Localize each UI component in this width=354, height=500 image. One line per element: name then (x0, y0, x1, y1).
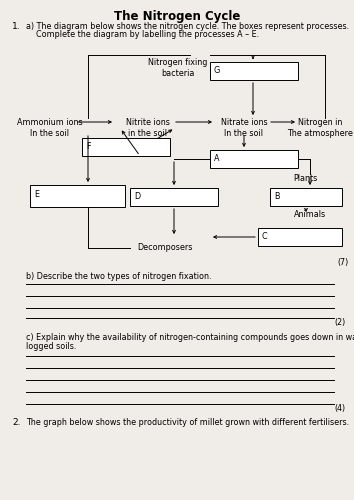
Text: B: B (274, 192, 280, 201)
Text: G: G (214, 66, 220, 75)
Bar (258, 228, 342, 246)
Text: Nitrite ions
in the soil: Nitrite ions in the soil (126, 118, 170, 138)
Text: E: E (34, 190, 39, 199)
Text: Nitrogen fixing
bacteria: Nitrogen fixing bacteria (148, 58, 208, 78)
Bar (82, 138, 170, 156)
Text: 1.: 1. (12, 22, 21, 31)
Text: The Nitrogen Cycle: The Nitrogen Cycle (114, 10, 240, 23)
Text: Nitrogen in
The atmosphere: Nitrogen in The atmosphere (287, 118, 353, 138)
Text: The graph below shows the productivity of millet grown with different fertiliser: The graph below shows the productivity o… (26, 418, 349, 427)
Bar (210, 150, 298, 168)
Text: c) Explain why the availability of nitrogen-containing compounds goes down in wa: c) Explain why the availability of nitro… (26, 333, 354, 342)
Text: Plants: Plants (293, 174, 317, 183)
Text: C: C (262, 232, 268, 241)
Bar (210, 62, 298, 80)
Text: Nitrate ions
In the soil: Nitrate ions In the soil (221, 118, 267, 138)
Text: b) Describe the two types of nitrogen fixation.: b) Describe the two types of nitrogen fi… (26, 272, 211, 281)
Text: a) The diagram below shows the nitrogen cycle. The boxes represent processes.: a) The diagram below shows the nitrogen … (26, 22, 349, 31)
Bar (270, 188, 342, 206)
Text: A: A (214, 154, 219, 163)
Text: Decomposers: Decomposers (137, 243, 193, 252)
Text: F: F (86, 142, 91, 151)
Text: Ammonium ions
In the soil: Ammonium ions In the soil (17, 118, 83, 138)
Text: D: D (134, 192, 140, 201)
Bar (30, 185, 125, 207)
Text: Complete the diagram by labelling the processes A – E.: Complete the diagram by labelling the pr… (36, 30, 259, 39)
Text: Animals: Animals (294, 210, 326, 219)
Text: 2.: 2. (12, 418, 21, 427)
Text: (7): (7) (337, 258, 348, 267)
Bar (130, 188, 218, 206)
Text: (4): (4) (334, 404, 345, 413)
Text: logged soils.: logged soils. (26, 342, 76, 351)
Text: (2): (2) (334, 318, 345, 327)
